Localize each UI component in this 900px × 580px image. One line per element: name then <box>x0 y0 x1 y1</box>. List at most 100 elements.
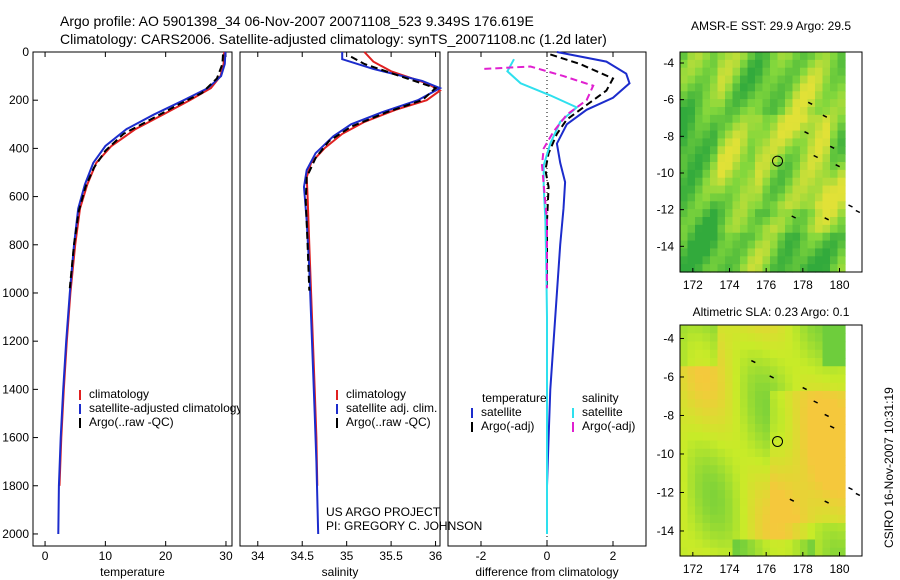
sla_map-cell <box>830 325 839 334</box>
sla_map-cell <box>755 432 764 442</box>
sla_map-cell <box>770 382 779 392</box>
salinity-axes-box <box>239 51 441 547</box>
sst_map-cell <box>755 256 764 265</box>
temperature-xtick-label: 10 <box>99 549 113 563</box>
sla_map-cell <box>777 490 786 499</box>
sst_map-ytick-label: -6 <box>663 93 674 107</box>
sla_map-cell <box>747 382 756 392</box>
temperature-axes-box <box>32 51 233 547</box>
sla_map-cell <box>830 465 839 475</box>
sst_map-cell <box>695 240 704 250</box>
sla_map-cell <box>710 341 719 351</box>
sst_map-cell <box>755 146 764 155</box>
sla_map-cell <box>792 531 801 541</box>
sst_map-cell <box>785 99 794 108</box>
sst_map-cell <box>807 107 816 116</box>
sst_map-cell <box>770 217 779 226</box>
sst_map-cell <box>792 59 801 69</box>
sla_map-cell <box>815 366 824 376</box>
sst_map-cell <box>815 91 824 100</box>
sst_map-cell <box>815 75 824 85</box>
sst_map-cell <box>680 99 689 108</box>
sla_map-cell <box>687 391 696 400</box>
sst_map-cell <box>785 193 794 202</box>
sla_map-cell <box>762 523 771 532</box>
sst_map-cell <box>747 67 756 77</box>
sla_map-cell <box>732 457 741 466</box>
sla_map-cell <box>725 539 734 549</box>
sst_map-cell <box>680 107 689 116</box>
sla_map-cell <box>695 399 704 409</box>
sst_map-cell <box>725 162 734 171</box>
sst_map-cell <box>740 154 749 163</box>
sst_map-cell <box>747 177 756 187</box>
sla_map-cell <box>830 341 839 351</box>
sst_map-cell <box>702 138 711 147</box>
sla_map-cell <box>800 382 809 392</box>
sst_map-cell <box>687 67 696 77</box>
sst_map-cell <box>800 99 809 108</box>
sla_map-track-mark <box>824 413 830 418</box>
sst_map-cell <box>740 52 749 61</box>
sst_map-track-mark <box>804 130 809 135</box>
sst_map-cell <box>770 67 779 77</box>
sst_map-cell <box>815 130 824 140</box>
sla_map-cell <box>755 547 764 557</box>
sla_map-cell <box>680 333 689 343</box>
sst_map-cell <box>717 67 726 77</box>
sla_map-cell <box>732 325 741 334</box>
diff-legend-label: Argo(-adj) <box>481 419 534 433</box>
sst_map-cell <box>822 122 831 132</box>
sla_map-cell <box>725 341 734 351</box>
sla_map-cell <box>777 448 786 458</box>
sla_map-cell <box>687 498 696 508</box>
sst_map-cell <box>695 75 704 85</box>
sst_map-cell <box>717 209 726 218</box>
sla_map-cell <box>755 481 764 491</box>
sla_map-cell <box>740 465 749 475</box>
sla_map-cell <box>702 358 711 367</box>
sla_map-cell <box>710 481 719 491</box>
sla_map-cell <box>762 432 771 442</box>
sst_map-cell <box>800 130 809 140</box>
sla_map-cell <box>830 547 839 557</box>
sla_map-cell <box>800 391 809 400</box>
sst_map-cell <box>725 138 734 147</box>
sst_map-cell <box>755 217 764 226</box>
sst_map-cell <box>687 209 696 218</box>
sla_map-cell <box>807 490 816 499</box>
sst_map-cell <box>792 162 801 171</box>
sla_map-cell <box>830 523 839 532</box>
sst_map-cell <box>777 217 786 226</box>
sla_map-cell <box>695 366 704 376</box>
sst_map-cell <box>747 154 756 163</box>
sst_map-cell <box>800 59 809 69</box>
sst_map-cell <box>770 201 779 210</box>
sst_map-cell <box>822 185 831 195</box>
sst_map-cell <box>687 107 696 116</box>
sst_map-cell <box>680 193 689 202</box>
sst_map-cell <box>725 146 734 155</box>
sst_map-cell <box>837 99 846 108</box>
sst_map-cell <box>800 107 809 116</box>
sst_map-cell <box>822 177 831 187</box>
sla_map-cell <box>680 490 689 499</box>
sst_map-xtick-label: 174 <box>719 278 739 292</box>
sla_map-cell <box>792 333 801 343</box>
temperature-legend-label: satellite-adjusted climatology <box>89 401 242 415</box>
sla_map-cell <box>785 457 794 466</box>
sla_map-xtick-label: 174 <box>719 562 739 576</box>
sla_map-cell <box>695 432 704 442</box>
sst_map-cell <box>785 209 794 218</box>
sst_map-cell <box>747 99 756 108</box>
sst_map-cell <box>725 201 734 210</box>
sla_map-cell <box>792 465 801 475</box>
sst_map-cell <box>717 248 726 257</box>
temperature-series-argo-raw-qc- <box>68 54 224 289</box>
sst_map-cell <box>717 59 726 69</box>
sst_map-cell <box>755 264 764 273</box>
sst_map-cell <box>807 232 816 242</box>
sla_map-cell <box>725 473 734 483</box>
temperature-panel: 0 10 20 30 0 200 400 600 800 1000 1200 1400 1600 1800… <box>2 45 242 579</box>
sla_map-cell <box>837 523 846 532</box>
